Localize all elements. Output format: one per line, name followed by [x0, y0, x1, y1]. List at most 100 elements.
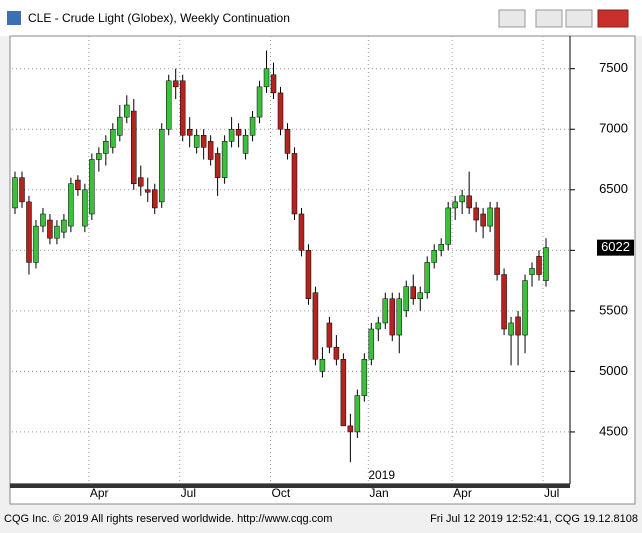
candle-body [54, 225, 60, 239]
candle-body [103, 141, 109, 154]
candle-body [145, 189, 151, 193]
candle-body [124, 104, 130, 118]
candle-body [452, 201, 458, 209]
candle-body [382, 298, 389, 324]
candle-body [536, 256, 542, 275]
candle-body [117, 116, 123, 136]
x-tick-label: Oct [272, 486, 291, 500]
candle-body [361, 359, 368, 396]
candle-body [138, 177, 144, 187]
y-tick-label: 4500 [599, 423, 628, 438]
candle-body [438, 244, 444, 251]
candle-body [480, 213, 486, 227]
candle-body [242, 135, 249, 154]
minimize-button[interactable] [535, 9, 563, 28]
candle-body [131, 110, 137, 184]
candle-body [235, 128, 242, 136]
candle-body [179, 80, 186, 136]
y-tick-label: 7500 [599, 60, 628, 75]
candle-body [459, 195, 465, 203]
footer-left: CQG Inc. © 2019 All rights reserved worl… [4, 513, 332, 525]
candle-body [473, 207, 479, 221]
candle-body [68, 183, 74, 227]
candle-body [151, 189, 158, 209]
candle-body [214, 153, 221, 178]
time-strip [10, 484, 570, 488]
pin-button[interactable] [498, 9, 526, 28]
year-annotation: 2019 [368, 468, 395, 482]
candle-body [221, 141, 228, 178]
x-tick-label: Jan [369, 486, 388, 500]
candle-body [263, 68, 270, 88]
candle-body [424, 262, 430, 293]
y-tick-label: 5500 [599, 302, 628, 317]
x-tick-label: Jul [181, 486, 196, 500]
candle-body [354, 395, 361, 433]
candle-body [340, 359, 347, 427]
candle-body [501, 274, 507, 330]
y-tick-label: 6500 [599, 181, 628, 196]
candle-body [543, 247, 549, 281]
candle-body [417, 292, 423, 299]
candle-body [200, 135, 207, 148]
candle-body [445, 207, 451, 245]
y-tick-label: 5000 [599, 363, 628, 378]
candle-body [431, 250, 437, 263]
candle-body [291, 153, 298, 215]
candle-body [75, 179, 81, 191]
candle-body [375, 322, 382, 330]
candle-body [19, 177, 25, 203]
candle-body [26, 201, 32, 263]
candle-body [47, 219, 53, 239]
candle-body [508, 322, 514, 336]
last-price-label: 6022 [601, 239, 630, 254]
candle-body [347, 425, 354, 433]
candle-body [305, 250, 312, 299]
candle-body [186, 128, 193, 136]
close-button[interactable] [597, 9, 629, 28]
candle-body [249, 116, 256, 136]
candle-body [284, 128, 291, 154]
candle-body [110, 128, 116, 148]
maximize-button[interactable] [565, 9, 593, 28]
candle-body [277, 92, 284, 130]
candle-body [158, 128, 165, 203]
candle-body [12, 177, 18, 209]
candle-body [193, 135, 200, 148]
candle-body [368, 328, 375, 360]
candle-body [403, 286, 410, 312]
title-bar [0, 0, 642, 36]
candle-body [33, 225, 39, 263]
candle-body [256, 86, 263, 118]
candle-body [270, 74, 277, 94]
candle-body [207, 141, 214, 160]
candle-body [494, 207, 500, 275]
candle-body [522, 280, 528, 336]
y-tick-label: 7000 [599, 121, 628, 136]
candle-body [529, 268, 535, 275]
x-tick-label: Jul [544, 486, 559, 500]
candle-body [298, 213, 305, 251]
candle-body [410, 286, 416, 299]
last-price-box [597, 239, 634, 256]
plot: 4500500055006000650070007500AprJulOctJan… [12, 36, 634, 500]
candle-body [466, 195, 472, 209]
candle-body [389, 298, 396, 336]
candle-body [228, 128, 235, 142]
x-tick-label: Apr [453, 486, 472, 500]
candle-body [165, 80, 172, 130]
candle-body [487, 207, 493, 227]
app-icon [7, 11, 21, 25]
candle-body [40, 213, 46, 227]
candle-body [515, 316, 521, 336]
window-title: CLE - Crude Light (Globex), Weekly Conti… [28, 11, 290, 25]
candle-body [96, 153, 102, 160]
footer-right: Fri Jul 12 2019 12:52:41, CQG 19.12.8108 [430, 513, 638, 525]
candle-body [89, 159, 95, 215]
candle-body [319, 359, 326, 372]
candle-body [61, 219, 67, 233]
candle-body [312, 292, 319, 360]
candle-body [172, 80, 179, 88]
